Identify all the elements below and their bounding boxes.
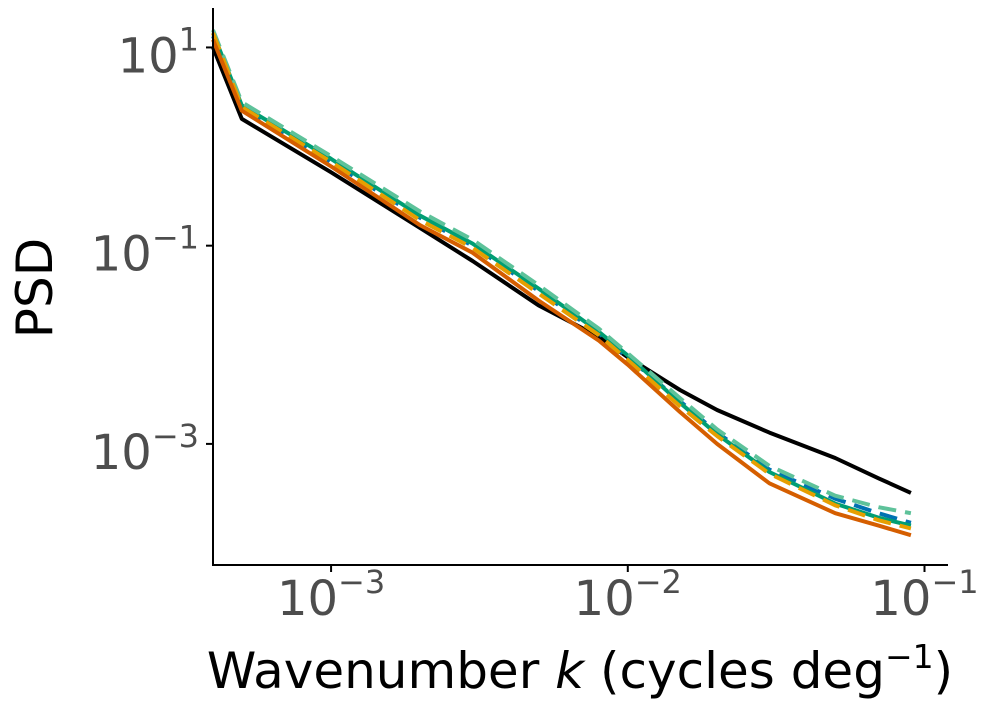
x-axis-label-sup: −1 (885, 637, 934, 676)
series-line-black (211, 46, 912, 495)
x-axis-label-post: ) (934, 642, 954, 700)
x-axis-label-pre: Wavenumber (207, 642, 555, 700)
x-tick-label-1: 10−2 (574, 563, 682, 627)
x-axis-label-var: k (555, 642, 586, 700)
series-line-yellow (211, 32, 912, 531)
series-line-light-green (211, 29, 912, 516)
tick-layer: 10−3 10−2 10−1 101 10−1 10−3 (91, 20, 979, 627)
y-tick-label-0: 101 (118, 20, 199, 84)
x-tick-label-0: 10−3 (277, 563, 385, 627)
series-line-teal (211, 32, 912, 528)
y-tick-label-2: 10−3 (91, 417, 199, 481)
series-line-blue (211, 35, 912, 525)
y-tick-label-1: 10−1 (91, 219, 199, 283)
series-layer (211, 29, 912, 538)
y-axis-label: PSD (6, 238, 64, 338)
x-tick-label-2: 10−1 (870, 563, 978, 627)
x-axis-label: Wavenumber k (cycles deg−1) (207, 637, 953, 700)
series-line-orange (211, 38, 912, 538)
x-axis-label-mid: (cycles deg (584, 642, 885, 700)
